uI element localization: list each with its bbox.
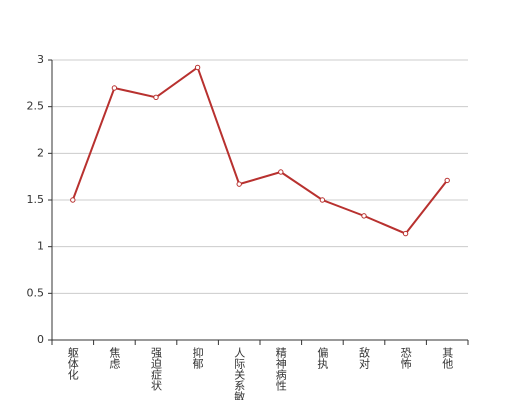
point <box>70 197 76 203</box>
x-tick-label: 躯体化 <box>66 347 79 381</box>
point <box>444 177 450 184</box>
y-tick-label: 1 <box>37 240 44 253</box>
x-tick-label: 敌对 <box>358 346 371 369</box>
y-tick-label: 2 <box>37 146 44 159</box>
point <box>236 181 242 187</box>
y-tick-label: 1.5 <box>27 193 45 206</box>
x-tick-label: 人际关系敏感 <box>233 347 246 400</box>
point <box>361 213 367 219</box>
x-tick-label: 抑郁 <box>191 346 204 369</box>
point <box>278 169 284 175</box>
x-tick-label: 恐怖 <box>399 347 412 369</box>
x-tick-label: 偏执 <box>316 346 329 370</box>
point <box>194 64 201 71</box>
y-tick-label: 2.5 <box>27 100 45 113</box>
series-line <box>71 65 448 235</box>
x-tick-label: 其他 <box>441 347 454 369</box>
point <box>319 197 326 203</box>
y-tick-label: 0 <box>37 333 44 346</box>
point <box>111 85 118 91</box>
y-tick-label: 0.5 <box>27 286 45 299</box>
x-tick-label: 焦虑 <box>108 347 121 369</box>
point <box>402 230 409 237</box>
x-tick-label: 强迫症状 <box>150 347 163 391</box>
x-tick-label: 精神病性 <box>274 347 287 392</box>
y-tick-label: 3 <box>37 53 44 66</box>
point <box>153 94 159 101</box>
